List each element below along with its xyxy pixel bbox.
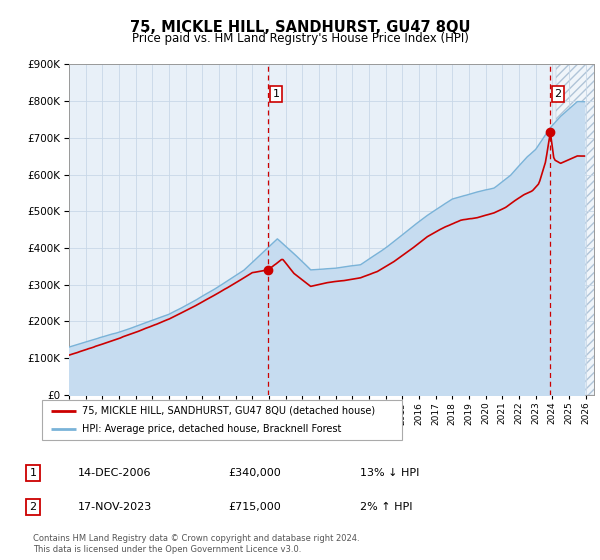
Text: Price paid vs. HM Land Registry's House Price Index (HPI): Price paid vs. HM Land Registry's House … (131, 32, 469, 45)
Text: 14-DEC-2006: 14-DEC-2006 (78, 468, 151, 478)
Text: 1: 1 (272, 89, 280, 99)
Text: 17-NOV-2023: 17-NOV-2023 (78, 502, 152, 512)
Text: 75, MICKLE HILL, SANDHURST, GU47 8QU: 75, MICKLE HILL, SANDHURST, GU47 8QU (130, 20, 470, 35)
Text: 75, MICKLE HILL, SANDHURST, GU47 8QU (detached house): 75, MICKLE HILL, SANDHURST, GU47 8QU (de… (82, 406, 375, 416)
Text: Contains HM Land Registry data © Crown copyright and database right 2024.: Contains HM Land Registry data © Crown c… (33, 534, 359, 543)
Text: 2% ↑ HPI: 2% ↑ HPI (360, 502, 413, 512)
Text: HPI: Average price, detached house, Bracknell Forest: HPI: Average price, detached house, Brac… (82, 424, 341, 434)
Bar (556, 64, 600, 395)
Text: 2: 2 (554, 89, 562, 99)
Text: 13% ↓ HPI: 13% ↓ HPI (360, 468, 419, 478)
Text: This data is licensed under the Open Government Licence v3.0.: This data is licensed under the Open Gov… (33, 545, 301, 554)
Text: 1: 1 (29, 468, 37, 478)
Text: £715,000: £715,000 (228, 502, 281, 512)
Text: 2: 2 (29, 502, 37, 512)
Bar (556, 64, 600, 395)
Text: £340,000: £340,000 (228, 468, 281, 478)
